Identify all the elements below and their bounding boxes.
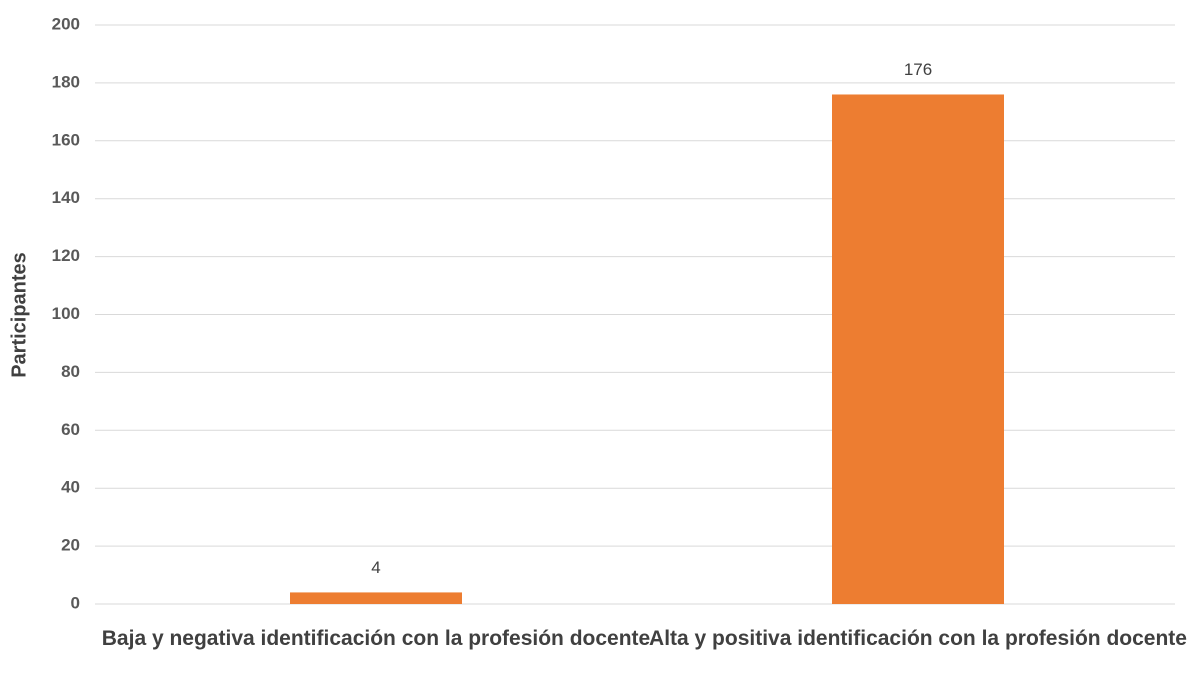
x-tick-label: Baja y negativa identificación con la pr…: [101, 627, 651, 650]
y-axis-label: Participantes: [8, 252, 30, 378]
y-tick-label: 40: [61, 478, 80, 497]
y-tick-label: 160: [52, 130, 80, 149]
y-tick-label: 120: [52, 246, 80, 265]
y-tick-label: 20: [61, 536, 80, 555]
bar: [290, 592, 462, 604]
y-tick-label: 100: [52, 304, 80, 323]
y-tick-label: 60: [61, 420, 80, 439]
y-tick-label: 180: [52, 72, 80, 91]
y-tick-label: 0: [71, 593, 80, 612]
y-tick-label: 140: [52, 188, 80, 207]
bar: [832, 94, 1004, 604]
data-label: 4: [371, 558, 380, 577]
data-label: 176: [904, 60, 932, 79]
y-tick-label: 80: [61, 362, 80, 381]
x-tick-label: Alta y positiva identificación con la pr…: [649, 627, 1187, 650]
y-tick-label: 200: [52, 14, 80, 33]
